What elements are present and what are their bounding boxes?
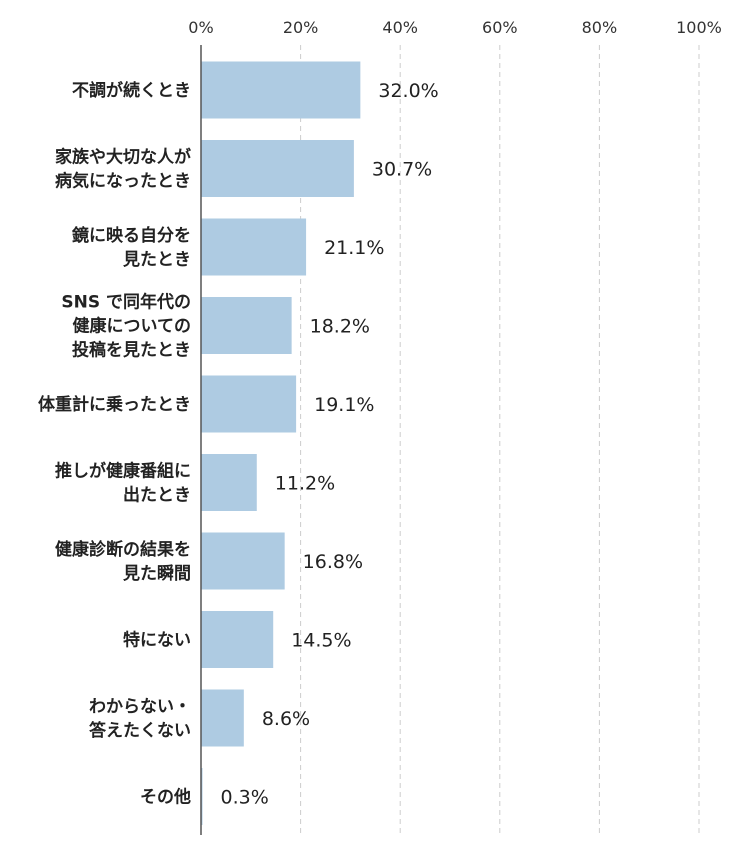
data-label: 8.6%: [262, 708, 310, 730]
x-tick-label: 0%: [188, 18, 213, 37]
bar: [201, 375, 297, 433]
category-label: 鏡に映る自分を: [72, 225, 191, 246]
category-label: 答えたくない: [89, 720, 191, 741]
category-label: 見たとき: [122, 250, 191, 270]
category-label: 家族や大切な人が: [55, 147, 191, 168]
x-tick-label: 80%: [582, 18, 618, 37]
category-label: 特にない: [123, 630, 191, 651]
category-label: 投稿を見たとき: [72, 340, 191, 361]
data-label: 0.3%: [220, 787, 268, 809]
data-label: 16.8%: [303, 551, 363, 573]
bar: [201, 689, 244, 747]
x-tick-label: 60%: [482, 18, 518, 37]
category-label: 健康診断の結果を: [55, 539, 191, 560]
bar: [201, 454, 257, 511]
bar: [201, 140, 354, 197]
data-label: 21.1%: [324, 237, 384, 259]
category-label: その他: [140, 787, 191, 808]
category-label: 推しが健康番組に: [55, 461, 191, 482]
bar: [201, 532, 285, 590]
category-label: 見た瞬間: [122, 563, 191, 584]
x-tick-label: 20%: [283, 18, 319, 37]
category-label: 健康についての: [73, 316, 192, 337]
data-label: 11.2%: [275, 473, 335, 495]
category-label: 体重計に乗ったとき: [38, 394, 191, 415]
x-tick-label: 40%: [382, 18, 418, 37]
data-label: 19.1%: [314, 394, 374, 416]
category-label: SNS で同年代の: [61, 292, 191, 313]
bar: [201, 611, 274, 668]
data-label: 32.0%: [378, 80, 438, 102]
category-label: 不調が続くとき: [72, 80, 191, 101]
data-label: 18.2%: [310, 316, 370, 338]
category-label: 病気になったとき: [55, 171, 191, 192]
bar: [201, 218, 307, 276]
data-label: 30.7%: [372, 159, 432, 181]
category-label: わからない・: [89, 697, 191, 717]
x-tick-label: 100%: [676, 18, 722, 37]
data-label: 14.5%: [291, 630, 351, 652]
bar: [201, 297, 292, 354]
category-label: 出たとき: [123, 485, 191, 506]
bar: [201, 61, 361, 119]
